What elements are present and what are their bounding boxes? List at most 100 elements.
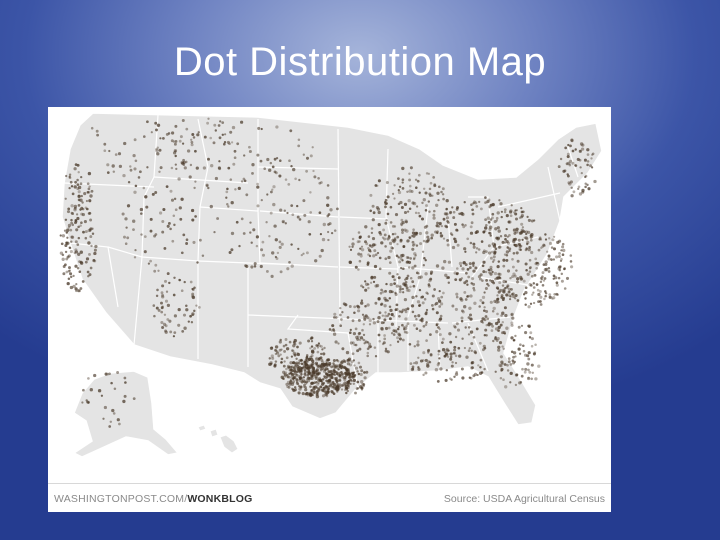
farm-dot: [498, 363, 502, 367]
farm-dot: [146, 120, 149, 124]
farm-dot: [532, 352, 536, 356]
farm-dot: [307, 376, 311, 380]
farm-dot: [409, 257, 413, 260]
farm-dot: [329, 380, 332, 383]
farm-dot: [295, 378, 299, 381]
farm-dot: [514, 383, 518, 387]
farm-dot: [89, 388, 93, 392]
farm-dot: [280, 348, 283, 351]
farm-dot: [514, 244, 519, 248]
farm-dot: [132, 219, 136, 223]
farm-dot: [440, 302, 444, 306]
farm-dot: [394, 291, 397, 295]
farm-dots: [59, 117, 597, 428]
farm-dot: [233, 156, 237, 160]
farm-dot: [414, 211, 418, 215]
farm-dot: [322, 381, 326, 385]
farm-dot: [391, 238, 395, 242]
farm-dot: [323, 375, 328, 380]
farm-dot: [359, 372, 363, 377]
farm-dot: [345, 350, 350, 355]
farm-dot: [352, 378, 356, 383]
farm-dot: [332, 332, 337, 336]
farm-dot: [97, 389, 102, 393]
farm-dot: [492, 258, 496, 262]
farm-dot: [89, 194, 93, 198]
farm-dot: [378, 340, 381, 343]
farm-dot: [218, 167, 222, 171]
farm-dot: [456, 206, 459, 210]
farm-dot: [149, 217, 153, 221]
farm-dot: [62, 272, 66, 276]
farm-dot: [298, 377, 302, 381]
farm-dot: [256, 182, 259, 186]
farm-dot: [373, 346, 377, 349]
farm-dot: [346, 384, 351, 388]
farm-dot: [284, 343, 288, 347]
farm-dot: [498, 272, 502, 277]
farm-dot: [593, 179, 597, 184]
farm-dot: [314, 377, 318, 380]
farm-dot: [292, 380, 296, 383]
farm-dot: [440, 295, 444, 299]
farm-dot: [395, 331, 398, 334]
farm-dot: [574, 164, 578, 167]
farm-dot: [487, 251, 492, 255]
farm-dot: [344, 303, 348, 307]
farm-dot: [76, 187, 80, 191]
farm-dot: [408, 172, 411, 175]
farm-dot: [425, 321, 428, 324]
farm-dot: [69, 272, 73, 276]
farm-dot: [427, 360, 431, 364]
farm-dot: [459, 297, 463, 301]
farm-dot: [389, 205, 393, 209]
farm-dot: [380, 326, 384, 331]
farm-dot: [173, 314, 177, 318]
farm-dot: [422, 239, 426, 243]
farm-dot: [512, 361, 516, 365]
farm-dot: [295, 370, 299, 373]
farm-dot: [213, 230, 216, 234]
farm-dot: [159, 211, 163, 215]
farm-dot: [190, 143, 194, 147]
farm-dot: [397, 190, 402, 195]
farm-dot: [381, 314, 385, 317]
farm-dot: [177, 323, 181, 327]
farm-dot: [160, 310, 164, 314]
farm-dot: [342, 359, 346, 363]
farm-dot: [160, 320, 164, 325]
farm-dot: [111, 408, 115, 413]
farm-dot: [555, 281, 559, 285]
farm-dot: [117, 152, 122, 156]
farm-dot: [521, 226, 525, 229]
farm-dot: [424, 371, 428, 375]
farm-dot: [461, 212, 465, 217]
farm-dot: [488, 206, 491, 209]
farm-dot: [250, 241, 253, 244]
farm-dot: [290, 373, 294, 377]
farm-dot: [326, 374, 330, 378]
farm-dot: [183, 326, 187, 330]
farm-dot: [467, 275, 471, 279]
farm-dot: [367, 235, 371, 238]
farm-dot: [116, 418, 120, 422]
farm-dot: [455, 295, 459, 299]
farm-dot: [446, 355, 450, 358]
farm-dot: [487, 244, 491, 248]
farm-dot: [536, 288, 540, 292]
farm-dot: [422, 187, 426, 191]
farm-dot: [354, 343, 358, 347]
farm-dot: [540, 246, 543, 250]
farm-dot: [350, 379, 353, 383]
farm-dot: [447, 276, 450, 279]
farm-dot: [310, 376, 314, 380]
farm-dot: [472, 374, 476, 378]
farm-dot: [288, 340, 292, 344]
farm-dot: [510, 312, 514, 317]
farm-dot: [161, 284, 165, 288]
farm-dot: [393, 225, 397, 228]
farm-dot: [77, 204, 81, 207]
farm-dot: [552, 296, 556, 300]
farm-dot: [383, 304, 387, 308]
farm-dot: [391, 225, 395, 228]
